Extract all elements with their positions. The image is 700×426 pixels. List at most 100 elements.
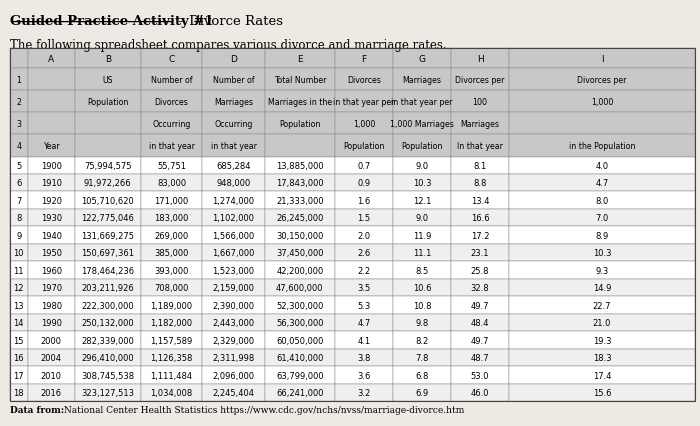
Text: 2,390,000: 2,390,000 [213, 301, 255, 310]
Bar [202, 175, 265, 192]
Text: Marriages: Marriages [402, 76, 442, 85]
Bar [202, 262, 265, 279]
Bar [10, 157, 28, 175]
Text: 1: 1 [16, 76, 21, 85]
Text: 1,126,358: 1,126,358 [150, 353, 193, 362]
Bar [509, 113, 695, 135]
Text: 2,329,000: 2,329,000 [213, 336, 255, 345]
Text: 17: 17 [13, 371, 24, 380]
Text: 66,241,000: 66,241,000 [276, 388, 323, 397]
Bar [10, 384, 28, 401]
Text: 18.3: 18.3 [593, 353, 611, 362]
Text: 25.8: 25.8 [471, 266, 489, 275]
Bar [10, 91, 28, 113]
Text: 685,284: 685,284 [216, 161, 251, 170]
Bar [10, 366, 28, 384]
Bar [335, 113, 393, 135]
Text: 10.3: 10.3 [593, 249, 611, 258]
Bar [141, 296, 202, 314]
Text: 10: 10 [13, 249, 24, 258]
Text: Divorces per: Divorces per [455, 76, 505, 85]
Text: 100: 100 [473, 98, 487, 106]
Bar [75, 175, 141, 192]
Bar [75, 69, 141, 91]
Bar [265, 157, 335, 175]
Text: 17.4: 17.4 [593, 371, 611, 380]
Text: 1,102,000: 1,102,000 [213, 214, 255, 223]
Text: 47,600,000: 47,600,000 [276, 283, 323, 292]
Text: 222,300,000: 222,300,000 [81, 301, 134, 310]
Bar [202, 157, 265, 175]
Text: H: H [477, 55, 484, 63]
Bar [265, 192, 335, 210]
Text: 23.1: 23.1 [471, 249, 489, 258]
Bar [265, 175, 335, 192]
Text: C: C [169, 55, 174, 63]
Text: 296,410,000: 296,410,000 [81, 353, 134, 362]
Bar [335, 91, 393, 113]
Bar [75, 349, 141, 366]
Text: 1950: 1950 [41, 249, 62, 258]
Bar [265, 279, 335, 296]
Bar [10, 175, 28, 192]
Text: 1980: 1980 [41, 301, 62, 310]
Text: 0.7: 0.7 [357, 161, 370, 170]
Text: 48.4: 48.4 [471, 318, 489, 327]
Text: 0.9: 0.9 [358, 179, 370, 188]
Bar [509, 210, 695, 227]
Bar [10, 49, 695, 401]
Text: Number of: Number of [150, 76, 193, 85]
Text: 1910: 1910 [41, 179, 62, 188]
Text: 1.6: 1.6 [357, 196, 370, 205]
Bar [335, 296, 393, 314]
Text: D: D [230, 55, 237, 63]
Text: 171,000: 171,000 [155, 196, 188, 205]
Text: 1,523,000: 1,523,000 [213, 266, 255, 275]
Text: 10.3: 10.3 [413, 179, 431, 188]
Text: 30,150,000: 30,150,000 [276, 231, 323, 240]
Bar [451, 262, 509, 279]
Bar [202, 91, 265, 113]
Text: 42,200,000: 42,200,000 [276, 266, 323, 275]
Bar [202, 227, 265, 245]
Bar [393, 210, 451, 227]
Bar [141, 227, 202, 245]
Bar [202, 69, 265, 91]
Text: B: B [105, 55, 111, 63]
Text: 1,000 Marriages: 1,000 Marriages [390, 120, 454, 129]
Bar [509, 69, 695, 91]
Bar [509, 157, 695, 175]
Bar [75, 135, 141, 157]
Text: Occurring: Occurring [153, 120, 190, 129]
Bar [451, 192, 509, 210]
Text: 1940: 1940 [41, 231, 62, 240]
Bar [451, 296, 509, 314]
Bar [335, 331, 393, 349]
Bar [393, 262, 451, 279]
Text: 17.2: 17.2 [471, 231, 489, 240]
Bar [28, 113, 75, 135]
Bar [451, 113, 509, 135]
Bar [28, 296, 75, 314]
Bar [75, 49, 141, 69]
Text: 15.6: 15.6 [593, 388, 611, 397]
Bar [509, 245, 695, 262]
Bar [28, 245, 75, 262]
Bar [265, 262, 335, 279]
Text: 37,450,000: 37,450,000 [276, 249, 323, 258]
Text: 4: 4 [16, 141, 21, 151]
Text: 10.6: 10.6 [413, 283, 431, 292]
Text: 9.0: 9.0 [416, 214, 428, 223]
Text: 4.1: 4.1 [358, 336, 370, 345]
Bar [265, 135, 335, 157]
Bar [265, 349, 335, 366]
Bar [393, 349, 451, 366]
Bar [335, 135, 393, 157]
Text: 1,274,000: 1,274,000 [213, 196, 255, 205]
Text: 52,300,000: 52,300,000 [276, 301, 323, 310]
Bar [141, 135, 202, 157]
Bar [393, 296, 451, 314]
Text: 1,000: 1,000 [591, 98, 613, 106]
Text: 9.8: 9.8 [416, 318, 429, 327]
Text: 393,000: 393,000 [154, 266, 189, 275]
